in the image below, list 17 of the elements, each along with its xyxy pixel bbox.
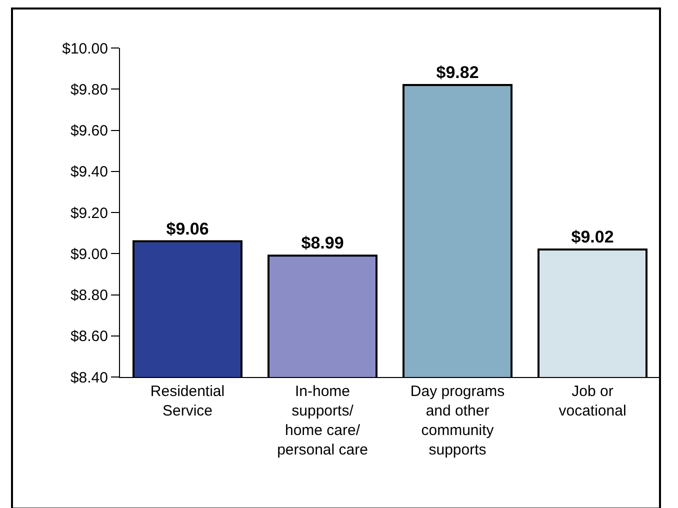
data-label: $9.82 (436, 63, 479, 82)
y-tick-label: $9.00 (70, 246, 108, 263)
x-tick-label: Day programs and other community supports (410, 383, 505, 458)
y-tick-label: $9.60 (70, 122, 108, 140)
x-tick-label: Residential Service (150, 383, 225, 420)
y-tick-label: $8.60 (70, 328, 108, 346)
y-tick-label: $9.20 (70, 204, 108, 222)
y-tick-label: $8.40 (70, 369, 108, 386)
data-label: $9.02 (571, 228, 614, 247)
y-tick-label: $8.80 (70, 287, 108, 304)
x-tick-label: Job or vocational (558, 383, 626, 420)
data-label: $8.99 (301, 234, 344, 253)
y-tick-label: $9.40 (70, 164, 108, 181)
y-tick-label: $9.80 (70, 81, 108, 98)
data-label: $9.06 (166, 219, 209, 238)
y-tick-label: $10.00 (62, 40, 108, 58)
x-tick-label: In-home supports/ home care/ personal care (277, 383, 368, 458)
